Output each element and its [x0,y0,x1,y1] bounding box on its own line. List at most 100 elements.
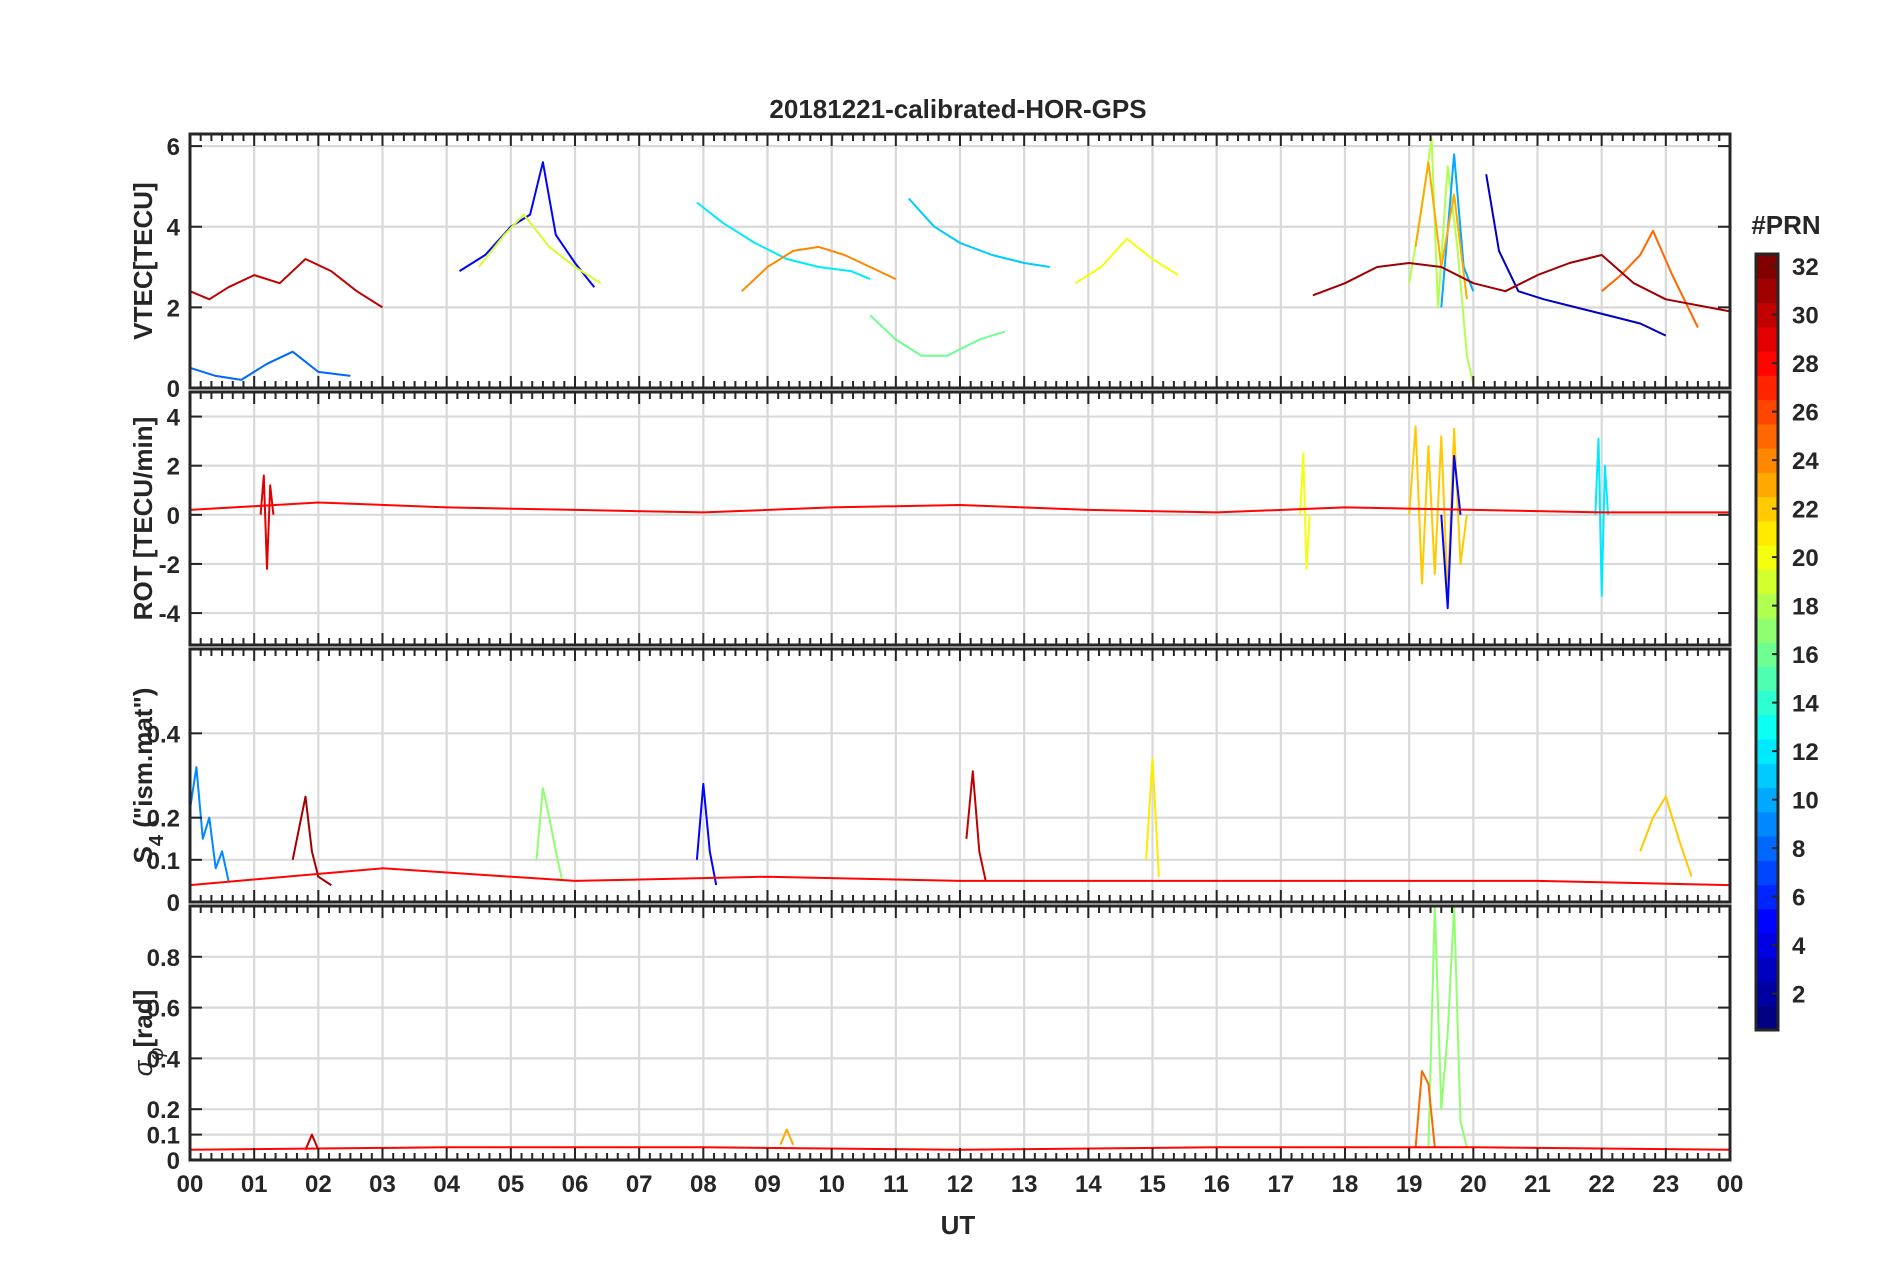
colorbar-segment [1756,423,1778,449]
x-tick-label: 08 [690,1171,717,1198]
colorbar-segment [1756,714,1778,740]
series-prn-31 [1312,254,1731,313]
x-tick-label: 20 [1460,1171,1487,1198]
colorbar-segment [1756,811,1778,837]
colorbar-segment [1756,351,1778,376]
colorbar-segment [1756,472,1778,498]
colorbar-segment [1756,763,1778,789]
series-prn-23 [779,1128,795,1146]
colorbar-tick-label: 16 [1792,642,1819,669]
series-prn-22 [1408,425,1468,597]
colorbar-segment [1756,1005,1778,1031]
series-prn-29 [259,474,275,570]
x-tick-label: 10 [818,1171,845,1198]
y-tick-label: -4 [159,601,181,628]
y-tick-label: 0.2 [147,1097,180,1124]
series-prn-3 [1485,174,1667,337]
colorbar-segment [1756,836,1778,861]
colorbar-segment [1756,860,1778,886]
x-tick-label: 00 [177,1171,204,1198]
axes-frame [188,390,1732,647]
colorbar-segment [1756,981,1778,1007]
colorbar-segment [1756,302,1778,328]
x-tick-label: 15 [1139,1171,1166,1198]
series-prn-30 [965,770,987,882]
x-tick-label: 16 [1203,1171,1230,1198]
x-tick-label: 14 [1075,1171,1102,1198]
colorbar-segment [1756,520,1778,546]
colorbar-segment [1756,254,1778,279]
colorbar-segment [1756,399,1778,425]
y-tick-label: 0.2 [147,806,180,833]
colorbar-segment [1756,545,1778,570]
series-prn-20 [1074,237,1179,285]
x-tick-label: 13 [1011,1171,1038,1198]
colorbar-segment [1756,957,1778,983]
colorbar-frame [1754,252,1780,1032]
series-prn-8 [189,350,351,381]
colorbar-segment [1756,496,1778,522]
colorbar-segment [1756,642,1778,667]
series-prn-31 [291,795,332,886]
x-tick-label: 11 [883,1171,908,1198]
x-tick-label: 19 [1396,1171,1423,1198]
colorbar-segment [1756,787,1778,813]
y-tick-label: 0.4 [147,721,181,748]
y-axis-label: ROT [TECU/min] [128,417,158,621]
series-prn-12 [1594,437,1610,597]
y-axis-label: σφ[rad] [128,990,168,1077]
axes-frame [188,647,1732,904]
colorbar-tick-label: 24 [1792,448,1819,475]
colorbar-tick-label: 6 [1792,885,1805,912]
y-tick-label: 0 [167,503,180,530]
series-prn-20 [1299,452,1311,570]
series-prn-12 [696,201,871,281]
colorbar-segment [1756,933,1778,958]
panel-rot: -4 -2 0 2 4 ROT [TECU/min] [128,390,1732,647]
y-tick-label: 0.8 [147,945,180,972]
x-tick-label: 05 [497,1171,524,1198]
y-tick-label: 0 [167,1148,180,1175]
x-tick-label: 17 [1267,1171,1294,1198]
x-tick-label: 12 [947,1171,974,1198]
y-tick-label: 0 [167,376,180,403]
colorbar-segment [1756,326,1778,352]
x-tick-label: 07 [626,1171,653,1198]
series-prn-5 [695,782,718,886]
x-tick-label: 23 [1652,1171,1679,1198]
colorbar-tick-label: 14 [1792,691,1819,718]
colorbar-tick-label: 20 [1792,545,1819,572]
colorbar-tick-label: 26 [1792,400,1819,427]
y-tick-label: 0.6 [147,996,180,1023]
colorbar-tick-label: 8 [1792,836,1805,863]
colorbar-segment [1756,278,1778,304]
series-prn-16 [869,314,1006,357]
axes-frame [188,132,1732,390]
colorbar-tick-label: 30 [1792,303,1819,330]
colorbar-tick-label: 12 [1792,739,1819,766]
y-tick-label: -2 [159,552,180,579]
series-prn-17 [535,787,564,882]
series-prn-11 [907,197,1050,268]
series-prn-28 [189,501,1730,514]
colorbar-segment [1756,375,1778,401]
y-tick-label: 0.1 [147,1123,180,1150]
colorbar-segment [1756,617,1778,643]
series-prn-28 [189,867,1731,887]
y-tick-label: 2 [167,295,180,322]
colorbar-tick-label: 10 [1792,788,1819,815]
colorbar-segment [1756,739,1778,764]
colorbar-segment [1756,448,1778,473]
x-tick-label: 06 [562,1171,589,1198]
y-tick-label: 6 [167,134,180,161]
y-tick-label: 0.4 [147,1046,181,1073]
axes-frame [188,904,1732,1162]
y-axis-label: VTEC[TECU] [128,182,158,339]
series-prn-5 [1440,454,1462,610]
series-prn-25 [1414,1070,1436,1148]
colorbar-tick-label: 32 [1792,254,1819,281]
x-tick-label: 02 [305,1171,332,1198]
